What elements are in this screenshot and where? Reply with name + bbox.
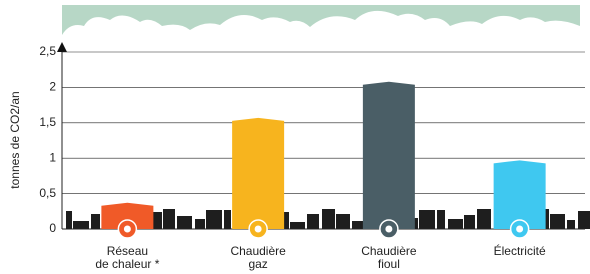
- building: [578, 211, 590, 229]
- building: [437, 210, 445, 229]
- y-tick-label: 2,5: [39, 44, 56, 58]
- x-tick-label: Électricité: [494, 243, 546, 258]
- building: [177, 216, 192, 229]
- building: [91, 214, 100, 229]
- y-tick-label: 2: [49, 80, 56, 94]
- building: [206, 210, 222, 229]
- y-tick-label: 0: [49, 221, 56, 235]
- building: [336, 214, 350, 229]
- bar: [363, 82, 415, 229]
- building: [448, 219, 463, 229]
- building: [550, 214, 565, 229]
- x-tick-label: Chaudière: [230, 244, 286, 258]
- building: [224, 210, 231, 229]
- energy-icon-glyph: [516, 226, 523, 233]
- building: [477, 209, 491, 229]
- building: [352, 221, 363, 229]
- header-sky: [62, 5, 580, 35]
- building: [567, 220, 575, 229]
- building: [163, 209, 175, 229]
- bar: [232, 118, 284, 229]
- chart: tonnes de CO2/an 0 0,5 1 1,5 2 2,5 Réseaude ch…: [0, 0, 590, 274]
- energy-icon-glyph: [255, 226, 262, 233]
- building: [464, 215, 475, 229]
- building: [322, 209, 335, 229]
- building: [307, 214, 319, 229]
- energy-icon-glyph: [385, 226, 392, 233]
- x-tick-label: Réseau: [107, 244, 148, 258]
- x-tick-label: de chaleur *: [95, 257, 159, 271]
- y-axis-label: tonnes de CO2/an: [8, 91, 22, 188]
- building: [419, 210, 435, 229]
- y-tick-label: 1: [49, 150, 56, 164]
- bar: [494, 160, 546, 229]
- building: [195, 219, 205, 229]
- x-tick-label: Chaudière: [361, 244, 417, 258]
- y-axis-arrow: [57, 42, 67, 52]
- x-tick-label: fioul: [378, 257, 400, 271]
- x-tick-label: gaz: [248, 257, 267, 271]
- y-tick-label: 1,5: [39, 115, 56, 129]
- building: [66, 211, 72, 229]
- building: [73, 221, 89, 229]
- building: [290, 222, 305, 229]
- energy-icon-glyph: [124, 226, 131, 233]
- y-tick-label: 0,5: [39, 186, 56, 200]
